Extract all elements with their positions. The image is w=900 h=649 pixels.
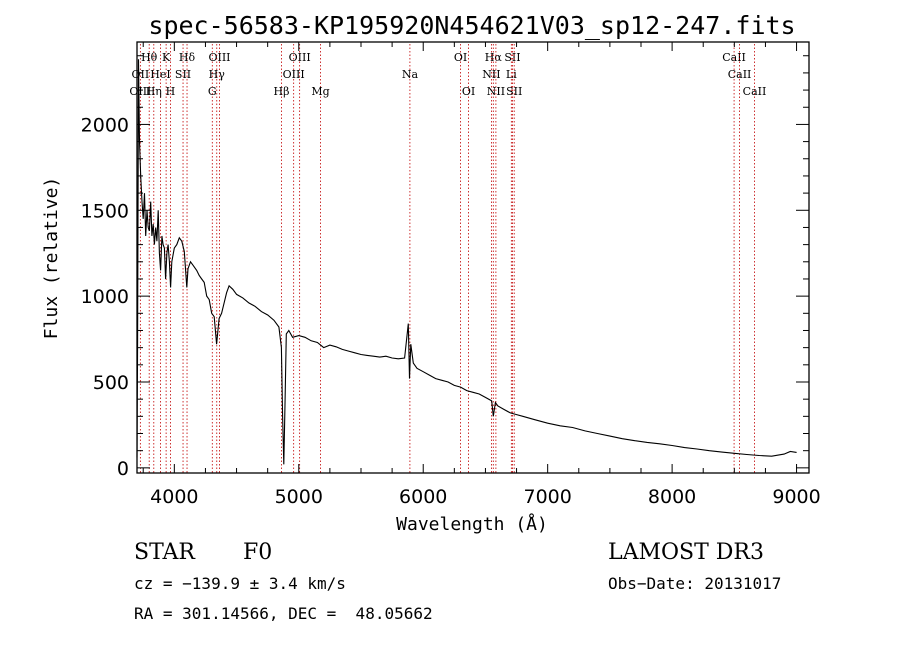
- spectral-line-label: NII: [487, 85, 505, 98]
- x-tick-label: 9000: [772, 486, 820, 508]
- series-flux-line: [136, 59, 797, 465]
- spectral-line-label: CaII: [722, 51, 746, 64]
- plot-frame: [136, 41, 810, 474]
- subclass: F0: [243, 540, 273, 565]
- spectral-line-label: Hη: [146, 85, 162, 98]
- coordinates: RA = 301.14566, DEC = 48.05662: [134, 604, 433, 623]
- axis-ticks: 4000 5000 6000 7000 8000 9000 0 500 1000 1500 2000: [81, 42, 821, 508]
- spectral-line-label: Hα: [485, 51, 503, 64]
- chart-title: spec-56583-KP195920N454621V03_sp12-247.f…: [148, 11, 795, 40]
- spectral-line-label: SII: [175, 68, 191, 81]
- x-tick-label: 4000: [150, 486, 198, 508]
- y-tick-label: 0: [117, 458, 129, 480]
- y-tick-label: 1500: [81, 200, 129, 222]
- spectral-line-label: Hδ: [179, 51, 196, 64]
- spectral-line-label: NII: [482, 68, 500, 81]
- obs-date: Obs−Date: 20131017: [608, 574, 782, 593]
- spectral-line-label: OII: [132, 68, 150, 81]
- spectral-line-label: SII: [504, 51, 520, 64]
- spectral-line-label: HeI: [150, 68, 170, 81]
- spectral-line-label: Mg: [311, 85, 329, 98]
- spectral-line-label: Hγ: [209, 68, 226, 81]
- x-tick-label: 7000: [523, 486, 571, 508]
- redshift-cz: cz = −139.9 ± 3.4 km/s: [134, 574, 346, 593]
- y-axis-label: Flux (relative): [41, 177, 62, 340]
- spectral-line-label: Na: [402, 68, 419, 81]
- spectral-line-label: SII: [506, 85, 522, 98]
- spectral-line-label: OIII: [208, 51, 230, 64]
- survey-name: LAMOST DR3: [608, 540, 764, 565]
- x-tick-label: 8000: [648, 486, 696, 508]
- x-tick-label: 6000: [399, 486, 447, 508]
- spectral-line-label: H: [166, 85, 176, 98]
- spectral-line-label: G: [208, 85, 217, 98]
- spectral-line-label: OIII: [283, 68, 305, 81]
- y-tick-label: 500: [93, 372, 129, 394]
- spectral-line-label: Hθ: [141, 51, 158, 64]
- y-tick-label: 1000: [81, 286, 129, 308]
- x-axis-label: Wavelength (Å): [396, 513, 548, 535]
- x-tick-label: 5000: [275, 486, 323, 508]
- spectral-line-label: K: [162, 51, 171, 64]
- spectral-line-label: OI: [462, 85, 475, 98]
- object-class: STAR: [134, 540, 195, 565]
- spectral-line-label: Li: [506, 68, 517, 81]
- spectral-line-label: CaII: [743, 85, 767, 98]
- spectral-line-label: OI: [454, 51, 467, 64]
- spectral-line-label: OIII: [129, 85, 151, 98]
- spectral-line-label: Hβ: [274, 85, 290, 98]
- y-tick-label: 2000: [81, 114, 129, 136]
- spectral-lines: Hθ OII OIII K HeI Hη Hδ SII H OIII Hγ G OIII OIII Hβ Mg…: [129, 44, 766, 473]
- spectral-line-label: CaII: [728, 68, 752, 81]
- spectral-line-label: OIII: [289, 51, 311, 64]
